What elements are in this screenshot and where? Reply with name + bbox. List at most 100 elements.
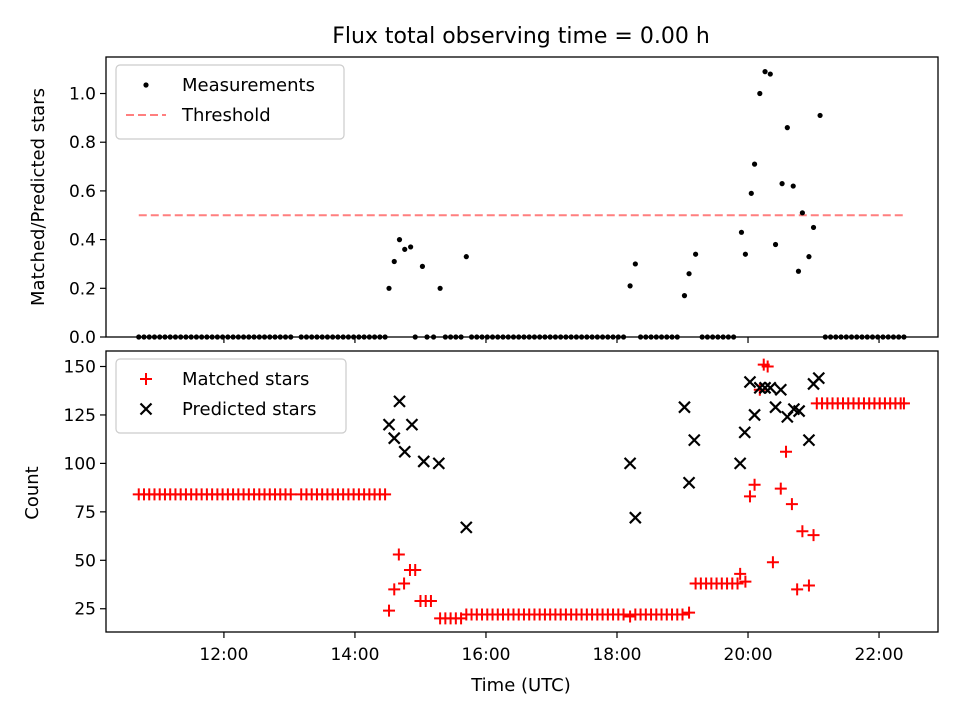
legend-swatch	[139, 402, 153, 416]
data-point	[743, 375, 757, 389]
ratio-panel: Matched/Predicted stars 0.0 0.2 0.4 0.6 0.8 1…	[28, 56, 939, 348]
data-point	[733, 457, 747, 470]
data-point	[799, 210, 805, 216]
data-point	[682, 476, 696, 490]
data-point	[693, 251, 699, 257]
data-point	[817, 112, 823, 119]
data-point	[772, 241, 779, 248]
data-point	[623, 457, 637, 470]
data-point	[688, 433, 701, 447]
data-point	[751, 161, 758, 167]
data-point	[284, 488, 297, 501]
data-point	[774, 383, 788, 397]
legend-label: Threshold	[181, 105, 271, 126]
y-tick-label: 150	[64, 358, 96, 378]
y-tick-label: 0.0	[69, 328, 96, 348]
data-point	[807, 529, 820, 542]
data-point	[417, 455, 431, 468]
data-point	[769, 400, 782, 414]
count-panel: Count 12:00 14:00 16:00 18:00 20:00 22:00 25 50…	[22, 350, 939, 665]
data-point	[676, 608, 689, 621]
data-point	[409, 563, 422, 576]
data-point	[743, 490, 756, 503]
data-point	[762, 69, 768, 75]
data-point	[796, 525, 809, 538]
series-predicted-stars	[382, 371, 826, 534]
y-tick-label: 0.8	[69, 133, 96, 153]
data-point	[764, 381, 777, 395]
data-point	[758, 381, 772, 395]
x-tick-label: 12:00	[199, 645, 248, 665]
data-point	[738, 229, 745, 235]
legend-box	[115, 64, 345, 140]
data-point	[897, 397, 910, 410]
data-point	[388, 583, 401, 596]
data-point	[812, 371, 826, 385]
data-point	[683, 606, 696, 619]
data-point	[382, 418, 396, 431]
legend: Measurements Threshold	[115, 64, 345, 140]
data-point	[761, 360, 774, 373]
data-point	[779, 181, 785, 187]
x-tick-label: 20:00	[724, 645, 773, 665]
data-point	[632, 261, 638, 267]
data-point	[408, 244, 414, 250]
data-point	[806, 254, 812, 260]
legend-swatch	[143, 82, 149, 88]
y-tick-label: 0.4	[69, 231, 96, 251]
data-point	[627, 283, 633, 289]
data-point	[405, 418, 419, 431]
data-point	[792, 404, 806, 418]
data-point	[802, 433, 816, 447]
data-point	[731, 577, 744, 590]
data-point	[681, 293, 688, 299]
legend-swatch	[140, 373, 152, 385]
y-tick-label: 125	[64, 406, 96, 426]
data-point	[463, 254, 469, 260]
y-tick-label: 0.2	[69, 279, 96, 299]
legend: Matched stars Predicted stars	[115, 358, 347, 434]
y-tick-label: 50	[74, 551, 96, 571]
data-point	[810, 224, 817, 231]
data-point	[678, 400, 691, 414]
x-tick-label: 22:00	[855, 645, 904, 665]
data-point	[424, 594, 437, 607]
data-point	[791, 583, 804, 596]
x-axis-label: Time (UTC)	[470, 675, 571, 696]
chart-title: Flux total observing time = 0.00 h	[332, 24, 710, 49]
x-tick-label: 18:00	[592, 645, 641, 665]
data-point	[757, 90, 763, 97]
data-point	[432, 457, 446, 470]
y-tick-label: 25	[74, 600, 96, 620]
data-point	[402, 246, 408, 252]
data-point	[398, 445, 412, 459]
y-tick-label: 100	[64, 454, 96, 474]
data-point	[734, 567, 747, 580]
data-point	[379, 488, 392, 501]
data-point	[767, 71, 773, 77]
plot-frame	[105, 350, 939, 633]
data-point	[391, 258, 397, 265]
data-point	[780, 445, 793, 458]
series-matched-stars	[132, 358, 910, 625]
data-point	[766, 556, 779, 569]
y-axis-label-count: Count	[22, 466, 43, 519]
data-point	[387, 431, 401, 445]
data-point	[784, 125, 790, 131]
legend-label: Predicted stars	[182, 399, 316, 420]
data-point	[785, 498, 798, 511]
data-point	[392, 548, 405, 561]
data-point	[617, 608, 630, 621]
data-point	[383, 604, 396, 617]
data-point	[419, 263, 426, 269]
data-point	[742, 251, 748, 257]
y-tick-label: 75	[74, 503, 96, 523]
data-point	[795, 268, 802, 274]
data-point	[774, 482, 787, 495]
data-point	[686, 271, 692, 277]
legend-box	[115, 358, 347, 434]
data-point	[753, 381, 767, 395]
data-point	[790, 183, 796, 189]
legend-label: Measurements	[182, 75, 315, 96]
